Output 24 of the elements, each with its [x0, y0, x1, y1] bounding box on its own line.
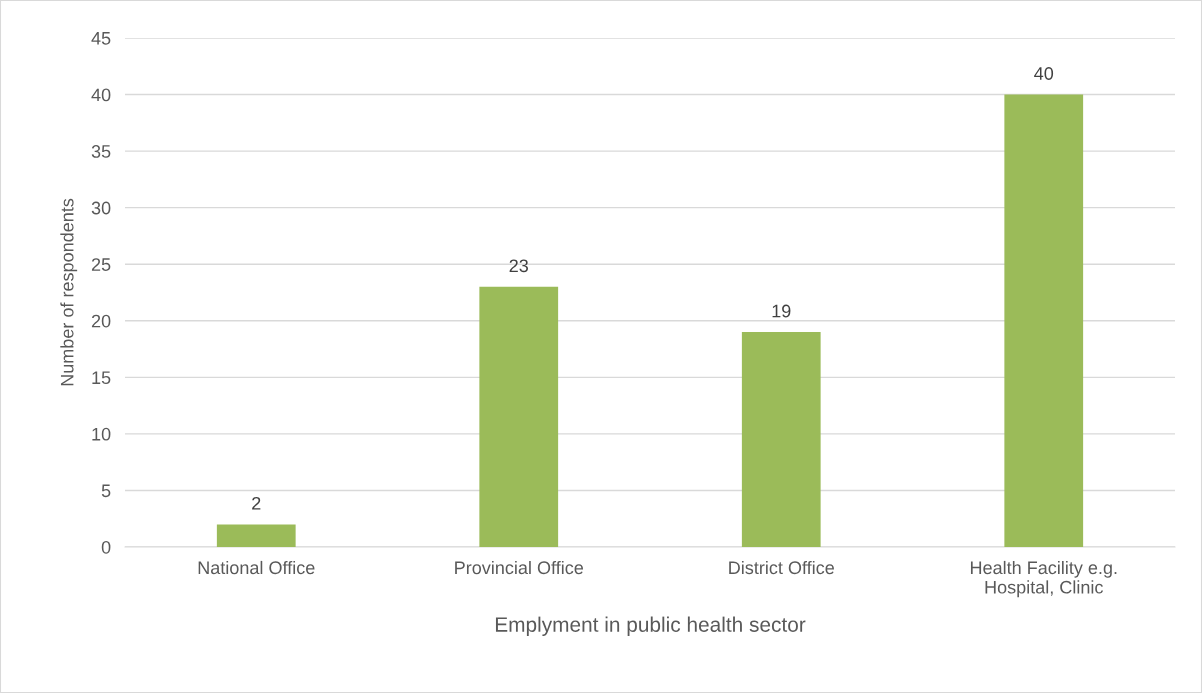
x-tick-label: District Office [729, 560, 834, 575]
y-tick-label: 20 [91, 314, 111, 328]
data-label: 23 [509, 259, 528, 273]
data-label: 19 [772, 304, 791, 318]
y-tick-label: 35 [91, 145, 111, 158]
y-tick-label: 15 [92, 371, 111, 385]
y-tick-label: 10 [92, 427, 111, 441]
bar [741, 332, 821, 547]
x-axis-title: Emplyment in public health sector [495, 616, 806, 637]
y-tick-label: 40 [91, 88, 111, 102]
y-tick-label: 0 [101, 540, 111, 554]
y-axis-title: Number of respondents [60, 198, 78, 386]
x-tick-label: Provincial Office [455, 560, 584, 575]
y-tick-label: 30 [91, 201, 111, 215]
x-tick-label: National Office [198, 560, 315, 575]
bar [479, 286, 559, 547]
data-label: 2 [252, 496, 261, 510]
y-tick-label: 25 [91, 258, 111, 271]
y-tick-label: 45 [91, 32, 111, 45]
y-tick-label: 5 [101, 484, 111, 498]
bar [1004, 94, 1084, 547]
bar [216, 524, 296, 547]
data-label: 40 [1034, 67, 1054, 80]
x-tick-label: Health Facility e.g. Hospital, Clinic [970, 560, 1117, 598]
